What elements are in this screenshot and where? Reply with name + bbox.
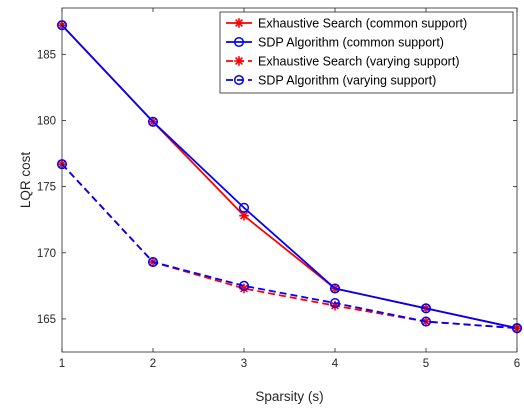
plot-frame: [61, 7, 518, 353]
x-tick-label: 3: [241, 358, 247, 370]
legend-entry-4: SDP Algorithm (varying support): [226, 74, 436, 88]
legend-label: Exhaustive Search (varying support): [258, 55, 459, 69]
legend-entry-2: SDP Algorithm (common support): [226, 36, 444, 50]
legend-label: Exhaustive Search (common support): [258, 17, 467, 31]
asterisk-stroke: [235, 57, 243, 65]
legend-circle-marker: [233, 36, 245, 48]
series-4: [56, 159, 523, 334]
x-tick-label: 1: [59, 358, 65, 370]
asterisk-stroke: [240, 284, 248, 293]
data-point: [147, 116, 159, 127]
y-tick-label: 165: [37, 314, 56, 326]
series-line: [61, 24, 518, 330]
data-point: [239, 210, 249, 221]
x-tick-label: 2: [150, 358, 156, 370]
y-tick-label: 185: [37, 49, 56, 61]
y-axis-label: LQR cost: [18, 152, 33, 209]
asterisk-stroke: [240, 211, 248, 220]
legend-entry-3: Exhaustive Search (varying support): [226, 55, 459, 69]
x-tick-label: 4: [332, 358, 339, 370]
y-tick-label: 180: [37, 115, 56, 127]
data-point: [238, 202, 250, 213]
x-axis-label: Sparsity (s): [255, 389, 323, 404]
legend-box: [219, 11, 514, 94]
legend-entry-1: Exhaustive Search (common support): [226, 17, 467, 31]
data-point: [238, 280, 250, 291]
data-point: [329, 283, 341, 294]
series-line: [61, 163, 518, 330]
legend-asterisk-marker: [234, 56, 244, 66]
legend-label: SDP Algorithm (common support): [258, 36, 444, 50]
x-tick-label: 6: [514, 358, 520, 370]
legend-circle-marker: [233, 74, 245, 86]
legend-asterisk-marker: [234, 18, 244, 28]
asterisk-stroke: [235, 19, 243, 27]
legend: Exhaustive Search (common support) SDP Al…: [219, 11, 514, 94]
data-point: [420, 303, 432, 314]
x-tick-label: 5: [423, 358, 429, 370]
legend-label: SDP Algorithm (varying support): [258, 74, 436, 88]
data-point: [420, 316, 432, 327]
data-point: [147, 256, 159, 268]
y-tick-label: 170: [37, 248, 56, 260]
tick-layer: 1 2 3 4 5 6 165 170 175 180 185: [37, 8, 520, 370]
data-point: [329, 297, 341, 309]
y-tick-label: 175: [37, 182, 56, 194]
